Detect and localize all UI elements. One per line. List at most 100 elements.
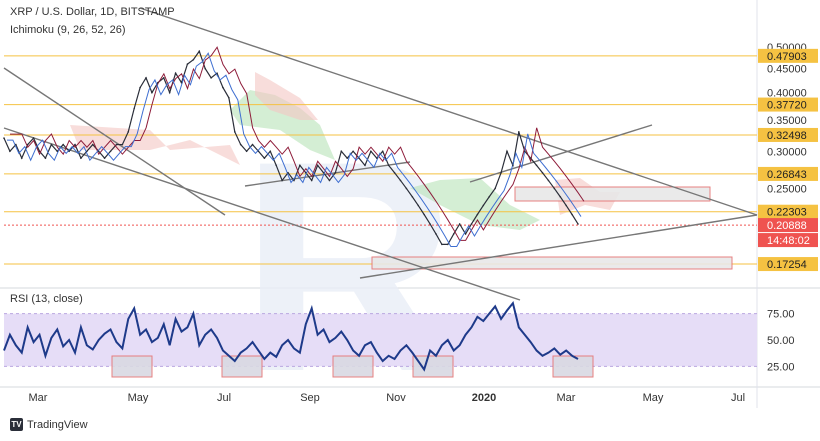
price-point <box>204 67 206 70</box>
price-point <box>405 187 408 190</box>
price-point <box>565 204 567 207</box>
rsi-zone <box>332 355 374 378</box>
price-point <box>571 213 573 216</box>
price-point <box>56 150 59 153</box>
rsi-zone <box>412 355 454 378</box>
price-point <box>476 213 479 216</box>
level-label-box <box>758 127 818 142</box>
price-point <box>139 86 141 89</box>
price-point <box>316 164 319 167</box>
price-axis-tick: 0.35000 <box>767 115 807 127</box>
current-price-label: 0.20888 <box>767 220 807 232</box>
price-point <box>512 164 514 167</box>
price-point <box>553 187 556 190</box>
price-point <box>334 171 337 174</box>
trend-line <box>359 214 758 279</box>
level-label: 0.22303 <box>767 207 807 219</box>
rsi-axis-tick: 50.00 <box>767 335 795 347</box>
time-axis-tick: May <box>643 392 664 404</box>
price-point <box>216 72 218 74</box>
price-point <box>239 143 242 146</box>
time-axis-tick: Jul <box>731 392 745 404</box>
price-point <box>210 77 212 79</box>
time-axis-tick: Mar <box>29 392 48 404</box>
price-point <box>417 204 420 207</box>
timer-label: 14:48:02 <box>767 235 810 247</box>
price-point <box>20 157 23 159</box>
price-point <box>91 143 94 146</box>
price-point <box>275 164 278 167</box>
time-axis-tick: May <box>128 392 149 404</box>
price-point <box>251 143 254 146</box>
ichimoku-cloud <box>255 72 318 120</box>
price-point <box>32 137 35 139</box>
price-point <box>423 213 425 216</box>
price-point <box>80 157 82 159</box>
price-point <box>310 179 313 182</box>
rsi-zone <box>221 355 263 378</box>
price-point <box>180 81 183 84</box>
level-label: 0.17254 <box>767 259 807 271</box>
price-point <box>464 233 467 235</box>
price-point <box>192 58 195 61</box>
price-point <box>441 243 443 246</box>
price-point <box>535 164 538 167</box>
price-point <box>74 143 76 146</box>
price-point <box>559 195 562 198</box>
level-label: 0.32498 <box>767 130 807 142</box>
time-axis-tick: 2020 <box>472 392 496 404</box>
price-point <box>263 157 266 159</box>
price-point <box>494 187 496 190</box>
price-point <box>352 150 354 153</box>
price-point <box>304 171 307 174</box>
price-point <box>62 143 64 146</box>
price-point <box>482 204 485 207</box>
price-point <box>157 81 159 84</box>
price-point <box>97 150 100 153</box>
price-axis-tick: 0.25000 <box>767 183 807 195</box>
price-point <box>358 157 360 159</box>
price-point <box>50 143 53 146</box>
price-point <box>447 243 449 246</box>
price-point <box>435 233 437 235</box>
rsi-axis-tick: 75.00 <box>767 309 795 321</box>
price-point <box>228 96 230 99</box>
timer-box <box>758 233 818 248</box>
price-point <box>346 157 349 159</box>
price-point <box>376 157 378 159</box>
price-point <box>3 137 5 139</box>
price-point <box>174 72 177 74</box>
price-axis-tick: 0.40000 <box>767 88 807 100</box>
price-point <box>38 150 41 153</box>
price-point <box>506 150 508 153</box>
price-point <box>399 179 402 182</box>
price-point <box>198 50 201 53</box>
price-point <box>500 171 502 174</box>
level-label-box <box>758 166 818 181</box>
price-zone <box>371 256 733 270</box>
time-axis-tick: Mar <box>557 392 576 404</box>
price-point <box>186 63 189 65</box>
price-point <box>233 131 236 133</box>
price-point <box>26 143 29 146</box>
tradingview-brand[interactable]: TV TradingView <box>10 418 88 431</box>
price-point <box>15 143 17 146</box>
level-label-box <box>758 204 818 219</box>
level-label: 0.47903 <box>767 51 807 63</box>
kijun-line <box>10 46 585 241</box>
ichimoku-cloud <box>230 90 335 160</box>
price-point <box>393 171 396 174</box>
price-point <box>411 195 414 198</box>
level-label-box <box>758 97 818 112</box>
trend-line <box>3 127 521 301</box>
price-point <box>458 223 461 225</box>
ichimoku-label: Ichimoku (9, 26, 52, 26) <box>10 24 126 36</box>
price-axis-tick: 0.30000 <box>767 146 807 158</box>
price-point <box>370 150 372 153</box>
price-point <box>529 157 532 159</box>
price-point <box>151 91 153 94</box>
price-point <box>222 86 224 89</box>
price-point <box>541 171 544 174</box>
price-point <box>245 150 248 153</box>
